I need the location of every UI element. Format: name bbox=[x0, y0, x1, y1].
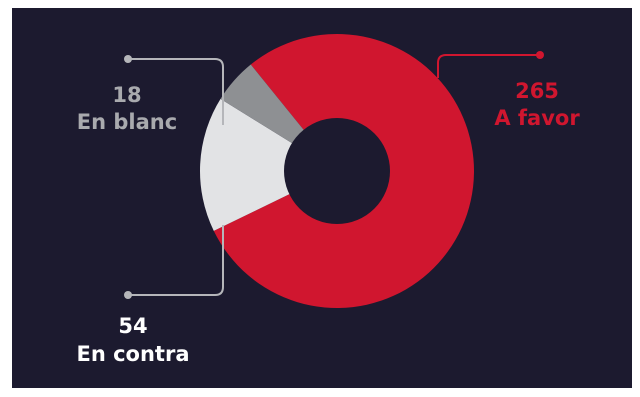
leader-dot-blanc bbox=[124, 55, 132, 63]
label-contra-value: 54 bbox=[118, 314, 147, 338]
label-blanc-text: En blanc bbox=[77, 110, 177, 134]
label-favor-value: 265 bbox=[515, 79, 559, 103]
leader-line-contra bbox=[129, 225, 224, 296]
leader-dot-contra bbox=[124, 291, 132, 299]
label-favor-text: A favor bbox=[494, 106, 580, 130]
label-blanc-value: 18 bbox=[112, 83, 141, 107]
label-contra-text: En contra bbox=[77, 342, 190, 366]
slice-en-contra bbox=[200, 98, 337, 231]
leader-dot-favor bbox=[536, 51, 544, 59]
leader-line-favor bbox=[437, 54, 540, 78]
leader-line-blanc bbox=[129, 58, 224, 125]
donut-hole bbox=[284, 118, 390, 224]
